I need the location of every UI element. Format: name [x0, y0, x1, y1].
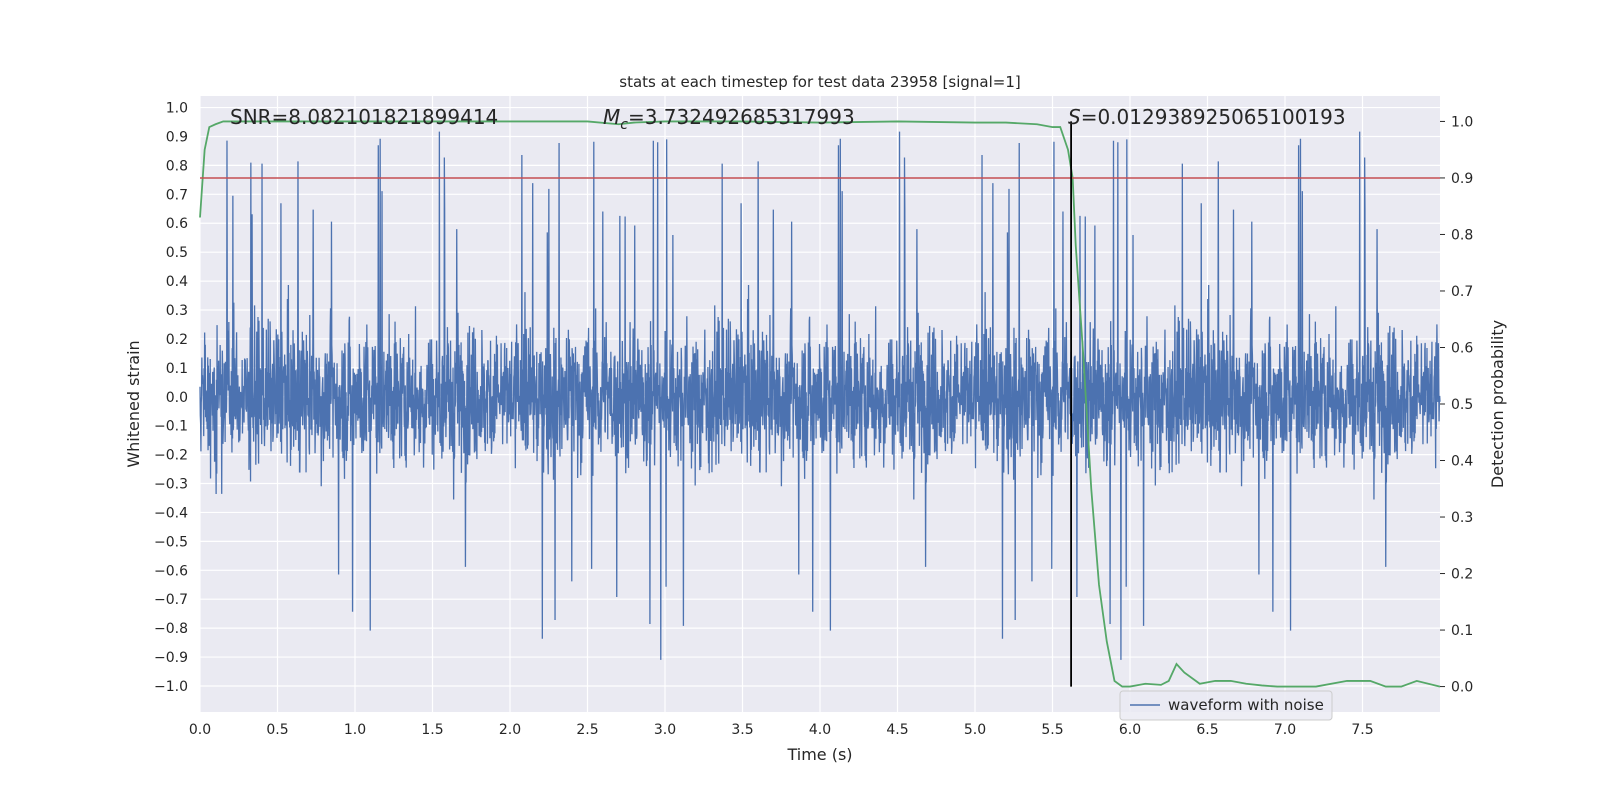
y2-tick-label: 0.6: [1451, 340, 1473, 356]
ticks: 0.0 0.5 1.0 1.5 2.0 2.5 3.0 3.5 4.0 4.5 5.0 5.5 6.0 6…: [154, 101, 1473, 738]
x-tick-label: 4.5: [886, 722, 908, 738]
x-tick-label: 7.5: [1351, 722, 1373, 738]
y-tick-label: 0.3: [166, 303, 188, 319]
y-axis-label: Whitened strain: [124, 340, 143, 467]
x-tick-label: 0.0: [189, 722, 211, 738]
legend: waveform with noise: [1119, 690, 1333, 721]
y-tick-label: −0.5: [154, 534, 188, 550]
y-tick-label: 0.2: [166, 332, 188, 348]
y-tick-label: 0.7: [166, 187, 188, 203]
y2-tick-label: 0.5: [1451, 397, 1473, 413]
legend-box: [1119, 690, 1333, 721]
s-symbol: S: [1068, 105, 1081, 129]
mc-annotation: Mc=3.732492685317993: [603, 105, 855, 133]
y-tick-label: 0.5: [166, 245, 188, 261]
x-tick-label: 6.0: [1119, 722, 1141, 738]
series-detection-probability: [199, 120, 1441, 688]
y2-tick-label: 0.0: [1451, 680, 1473, 696]
x-tick-label: 5.5: [1041, 722, 1063, 738]
x-tick-label: 3.0: [654, 722, 676, 738]
y2-tick-label: 0.1: [1451, 623, 1473, 639]
s-annotation: S=0.012938925065100193: [1068, 105, 1346, 129]
y2-tick-label: 0.3: [1451, 510, 1473, 526]
s-value: =0.012938925065100193: [1081, 105, 1346, 129]
y-tick-label: −0.7: [154, 592, 188, 608]
x-tick-label: 4.0: [809, 722, 831, 738]
snr-annotation: SNR=8.082101821899414: [230, 105, 498, 129]
x-tick-label: 2.5: [576, 722, 598, 738]
overlays: [200, 121, 1440, 687]
y2-tick-label: 1.0: [1451, 114, 1473, 130]
y-tick-label: 0.8: [166, 158, 188, 174]
y-tick-label: 1.0: [166, 101, 188, 117]
legend-entry: waveform with noise: [1168, 696, 1324, 714]
chart-title: stats at each timestep for test data 239…: [619, 73, 1020, 91]
x-tick-label: 3.5: [731, 722, 753, 738]
x-tick-label: 1.0: [344, 722, 366, 738]
y2-tick-label: 0.2: [1451, 567, 1473, 583]
mc-subscript: c: [620, 117, 628, 133]
y2-axis-label: Detection probability: [1488, 320, 1507, 488]
mc-symbol: M: [603, 105, 620, 129]
probability-line: [199, 120, 1441, 688]
y-tick-label: 0.4: [166, 274, 188, 290]
y2-tick-label: 0.8: [1451, 227, 1473, 243]
mc-value: =3.732492685317993: [628, 105, 855, 129]
x-tick-label: 6.5: [1196, 722, 1218, 738]
y-tick-label: −1.0: [154, 679, 188, 695]
y2-tick-label: 0.4: [1451, 454, 1473, 470]
y-tick-label: −0.9: [154, 650, 188, 666]
y-tick-label: −0.6: [154, 563, 188, 579]
x-tick-label: 5.0: [964, 722, 986, 738]
y-tick-label: −0.3: [154, 477, 188, 493]
y-tick-label: 0.1: [166, 361, 188, 377]
y-tick-label: −0.8: [154, 621, 188, 637]
y-tick-label: −0.2: [154, 448, 188, 464]
y-tick-label: −0.4: [154, 505, 188, 521]
x-tick-label: 0.5: [266, 722, 288, 738]
y-tick-label: 0.6: [166, 216, 188, 232]
x-tick-label: 2.0: [499, 722, 521, 738]
x-tick-label: 1.5: [421, 722, 443, 738]
series-waveform-with-noise: [199, 131, 1441, 660]
y-tick-label: −0.1: [154, 419, 188, 435]
y-tick-label: 0.9: [166, 129, 188, 145]
y2-tick-label: 0.9: [1451, 171, 1473, 187]
y2-tick-label: 0.7: [1451, 284, 1473, 300]
waveform-line: [199, 131, 1441, 660]
x-tick-label: 7.0: [1274, 722, 1296, 738]
x-axis-label: Time (s): [786, 745, 852, 764]
y-tick-label: 0.0: [166, 390, 188, 406]
